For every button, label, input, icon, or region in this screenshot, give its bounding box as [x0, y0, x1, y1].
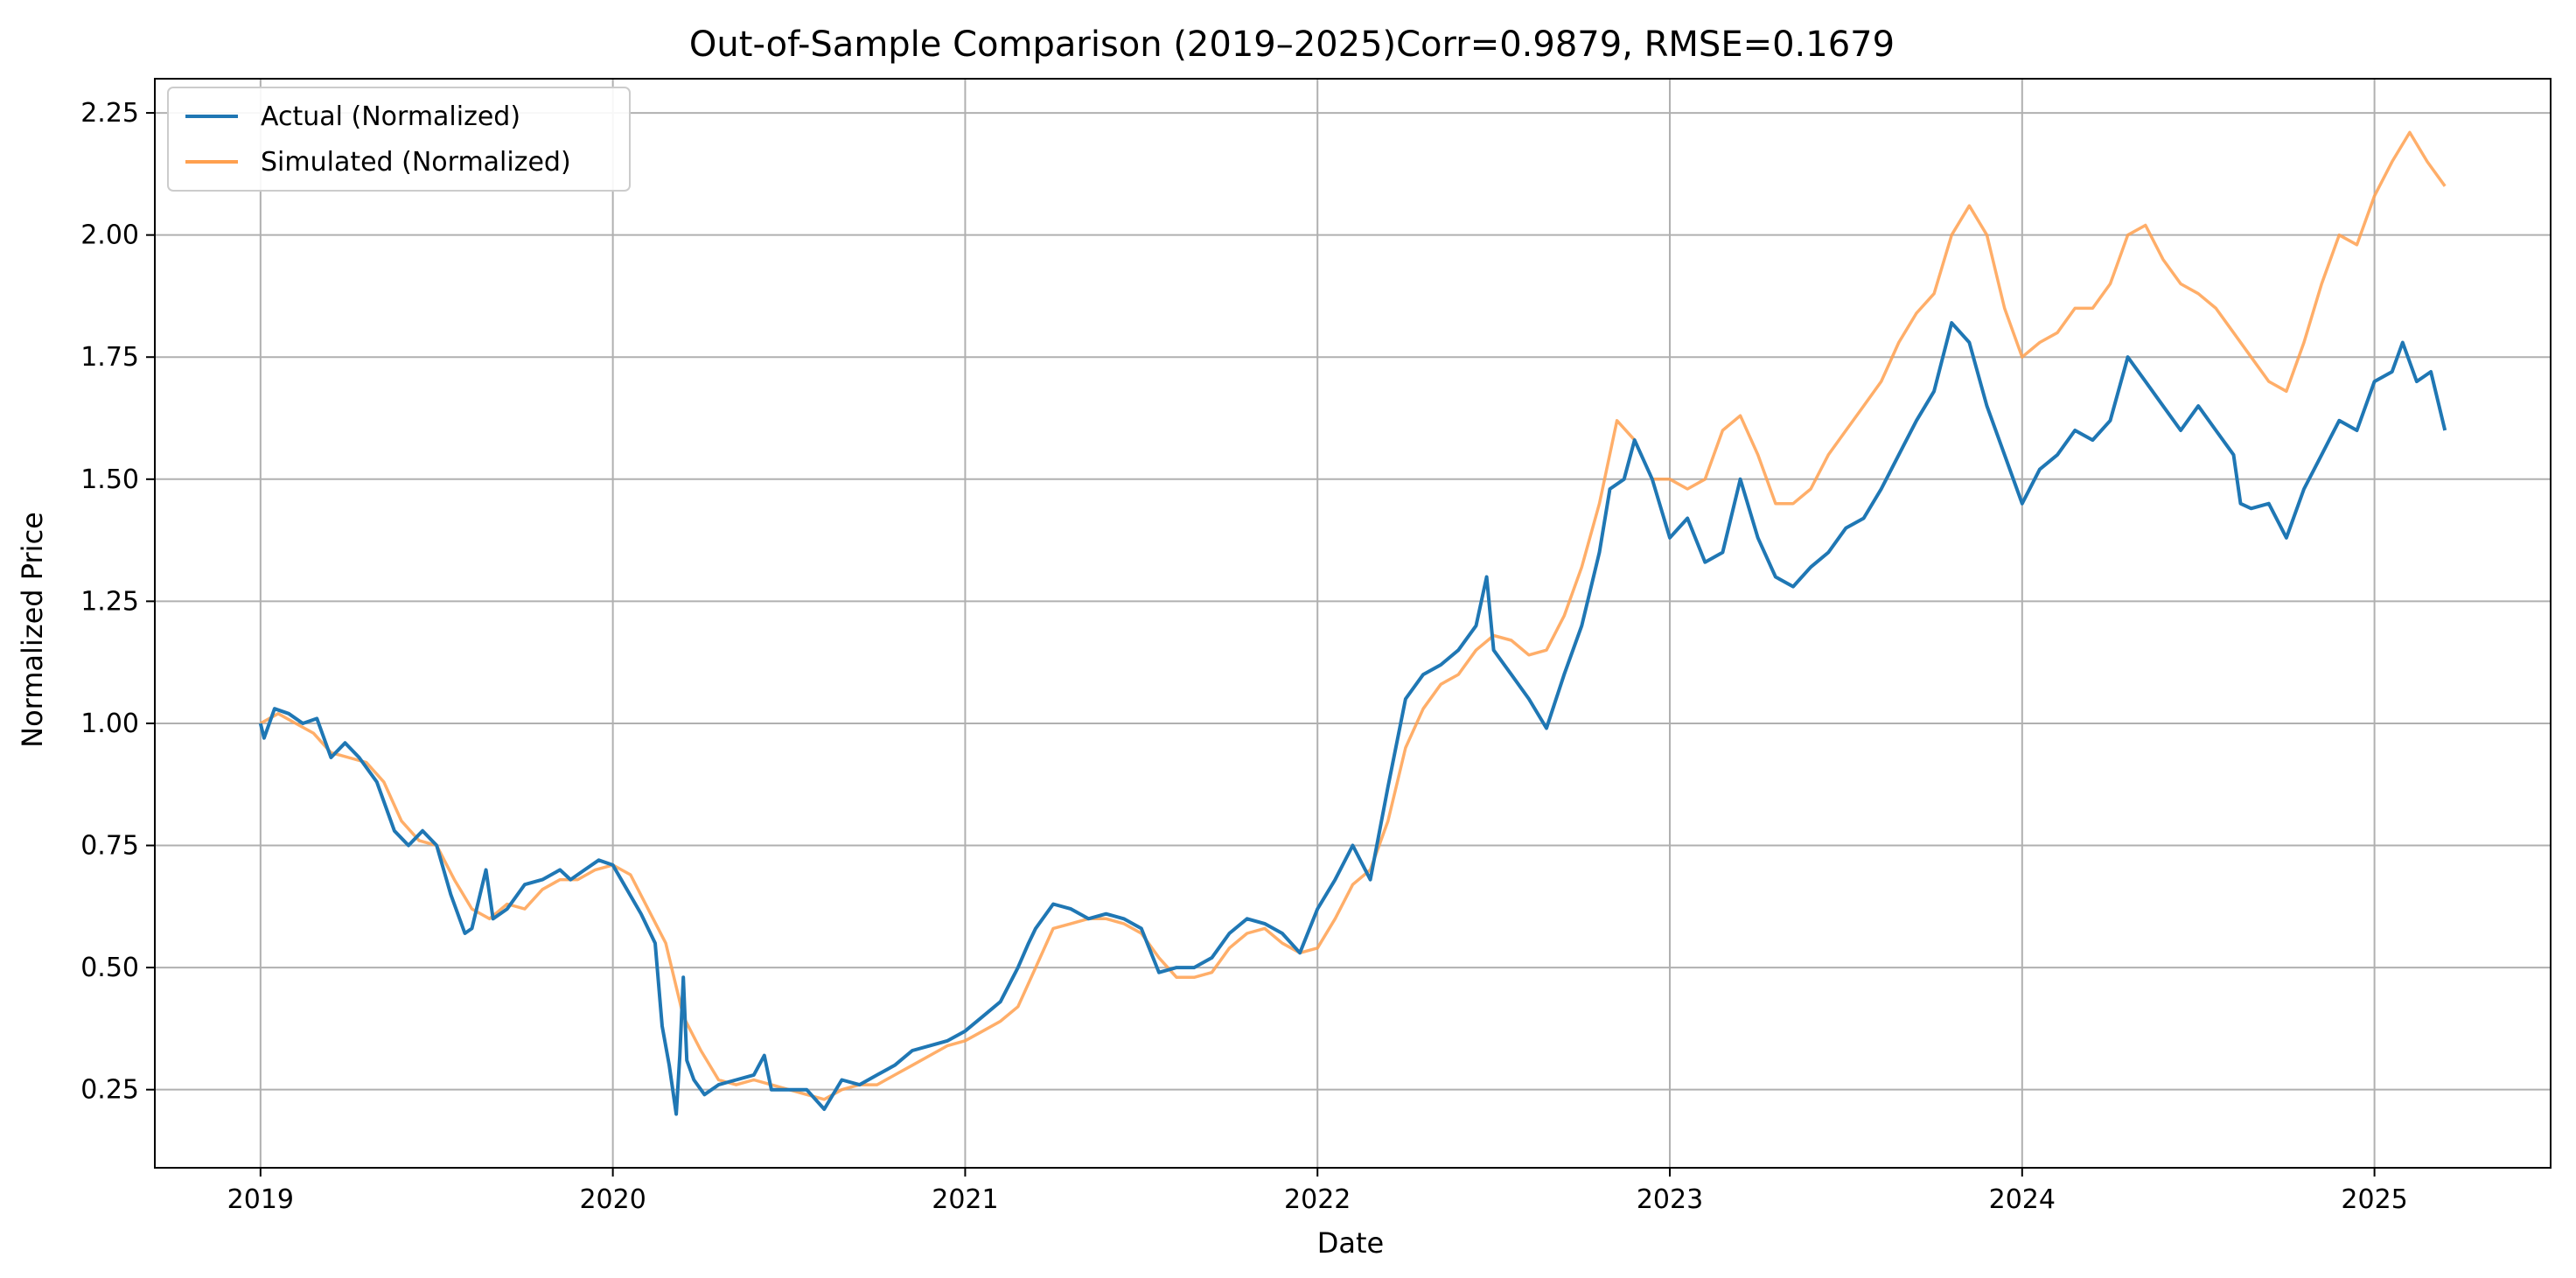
x-axis-label: Date [1317, 1226, 1384, 1260]
y-tick-label: 2.00 [80, 220, 139, 251]
series-layer [258, 130, 2447, 1116]
chart-title: Out-of-Sample Comparison (2019–2025)Corr… [689, 24, 1895, 65]
x-tick-label: 2022 [1284, 1184, 1351, 1215]
legend-box [167, 87, 631, 192]
y-tick-label: 0.50 [80, 953, 139, 983]
x-tick-label: 2023 [1637, 1184, 1703, 1215]
y-tick-label: 0.25 [80, 1075, 139, 1106]
y-tick-label: 1.75 [80, 342, 139, 373]
axis-ticks: 2019 2020 2021 2022 2023 2024 2025 0.25 0.50 0.75… [80, 98, 2408, 1215]
x-tick-label: 2025 [2341, 1184, 2407, 1215]
x-tick-label: 2020 [579, 1184, 646, 1215]
grid [155, 79, 2551, 1168]
y-tick-label: 0.75 [80, 831, 139, 862]
y-tick-label: 1.25 [80, 586, 139, 617]
plot-area [154, 78, 2552, 1169]
x-tick-label: 2019 [227, 1184, 294, 1215]
x-tick-label: 2021 [932, 1184, 998, 1215]
y-tick-label: 1.50 [80, 464, 139, 495]
y-axis-label: Normalized Price [16, 512, 49, 748]
y-tick-label: 2.25 [80, 98, 139, 129]
legend: Actual (Normalized) Simulated (Normalize… [167, 87, 631, 192]
legend-label-actual: Actual (Normalized) [261, 101, 520, 132]
series-line-simulated [259, 130, 2447, 1101]
legend-label-simulated: Simulated (Normalized) [261, 147, 571, 178]
x-tick-label: 2024 [1989, 1184, 2056, 1215]
y-tick-label: 1.00 [80, 709, 139, 739]
series-line-actual [258, 321, 2447, 1116]
